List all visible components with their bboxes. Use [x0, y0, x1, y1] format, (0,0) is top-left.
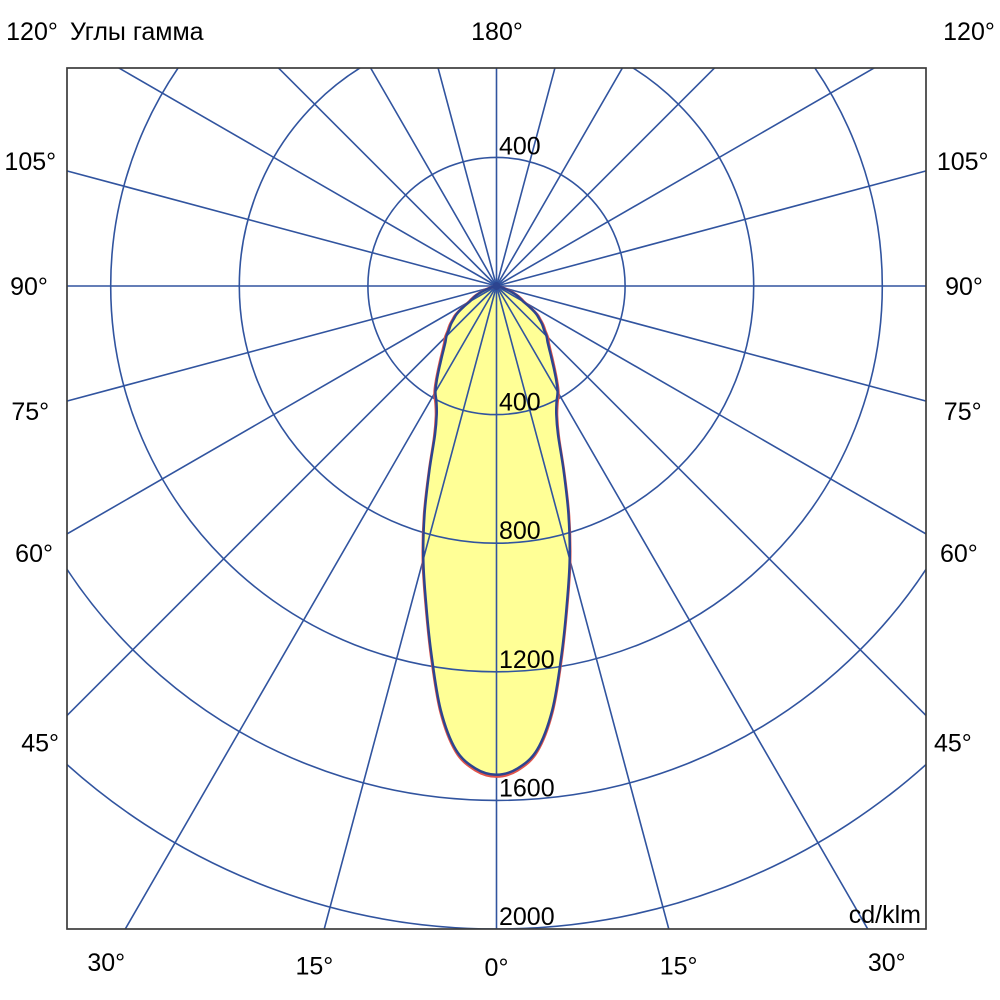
grid-ray-60 [496, 285, 926, 535]
plot-border [66, 67, 927, 930]
grid-ray-195 [437, 68, 498, 287]
grid-ray-105 [496, 170, 926, 287]
grid-ray-345 [323, 285, 498, 929]
grid-ray-210 [369, 68, 498, 287]
angle-label-left-30: 30° [87, 949, 125, 977]
angle-label-right-45: 45° [934, 729, 972, 757]
ring-label-800: 800 [499, 517, 541, 545]
angle-label-left-90: 90° [10, 273, 48, 301]
angle-label-top-left-120: 120° [6, 18, 58, 46]
grid-ray-255 [67, 170, 497, 287]
ring-label-top-400: 400 [499, 132, 541, 160]
angle-label-left-75: 75° [11, 398, 49, 426]
grid-ray-15 [495, 285, 670, 929]
grid-ray-45 [495, 285, 926, 717]
angle-label-right-105: 105° [937, 148, 989, 176]
angle-label-top-center-180: 180° [471, 18, 523, 46]
chart-value-labels-layer: 400 800 1200 1600 2000 400 0° 15° 15° 30° 30° 45° 45… [4, 132, 988, 982]
grid-ray-330 [124, 285, 498, 929]
polar-center-point [492, 282, 501, 290]
angle-label-right-60: 60° [940, 540, 978, 568]
grid-ray-30 [495, 285, 869, 929]
angle-label-left-60: 60° [15, 540, 53, 568]
ring-label-2000: 2000 [499, 903, 555, 931]
grid-ray-315 [67, 285, 498, 717]
grid-ray-225 [277, 68, 498, 287]
angle-label-bottom-0: 0° [485, 954, 509, 982]
chart-title: Углы гамма [70, 18, 204, 46]
angle-label-right-15: 15° [660, 953, 698, 981]
grid-ray-165 [495, 68, 556, 287]
unit-label: cd/klm [849, 901, 921, 929]
blue-main-curve [421, 284, 572, 776]
grid-ray-135 [495, 68, 716, 287]
angle-label-left-15: 15° [295, 953, 333, 981]
angle-label-right-75: 75° [944, 398, 982, 426]
grid-ray-285 [67, 285, 497, 402]
angle-label-left-105: 105° [4, 148, 56, 176]
angle-label-top-right-120: 120° [943, 18, 995, 46]
grid-ray-120 [496, 68, 876, 287]
grid-ray-150 [495, 68, 624, 287]
grid-ray-240 [117, 68, 497, 287]
angle-label-left-45: 45° [21, 729, 59, 757]
ring-label-400: 400 [499, 389, 541, 417]
angle-label-right-90: 90° [945, 273, 983, 301]
ring-label-1200: 1200 [499, 646, 555, 674]
grid-ray-300 [67, 285, 497, 535]
ring-label-1600: 1600 [499, 774, 555, 802]
angle-label-right-30: 30° [868, 949, 906, 977]
grid-ray-75 [496, 285, 926, 402]
